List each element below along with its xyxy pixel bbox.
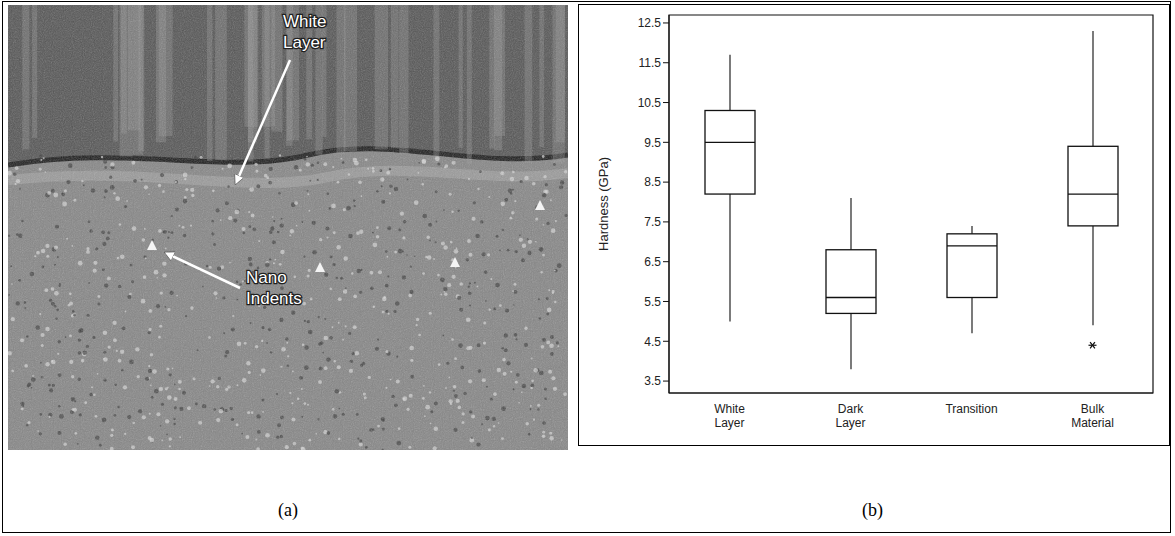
svg-text:Transition: Transition [945, 402, 997, 416]
svg-text:6.5: 6.5 [644, 255, 661, 269]
svg-text:8.5: 8.5 [644, 175, 661, 189]
html-text:(b): (b) [862, 500, 883, 520]
svg-text:10.5: 10.5 [638, 96, 662, 110]
svg-text:WhiteLayer: WhiteLayer [714, 402, 745, 430]
svg-text:WhiteLayer: WhiteLayer [283, 12, 326, 52]
svg-text:3.5: 3.5 [644, 374, 661, 388]
svg-text:7.5: 7.5 [644, 215, 661, 229]
svg-text:11.5: 11.5 [639, 56, 662, 70]
html-text:(a): (a) [278, 500, 298, 520]
svg-text:4.5: 4.5 [644, 335, 661, 349]
svg-text:12.5: 12.5 [638, 16, 662, 30]
svg-text:5.5: 5.5 [644, 295, 661, 309]
svg-text:DarkLayer: DarkLayer [835, 402, 865, 430]
svg-text:9.5: 9.5 [644, 136, 661, 150]
svg-text:Hardness (GPa): Hardness (GPa) [596, 157, 611, 251]
svg-text:NanoIndents: NanoIndents [246, 268, 302, 308]
svg-text:BulkMaterial: BulkMaterial [1071, 402, 1114, 430]
